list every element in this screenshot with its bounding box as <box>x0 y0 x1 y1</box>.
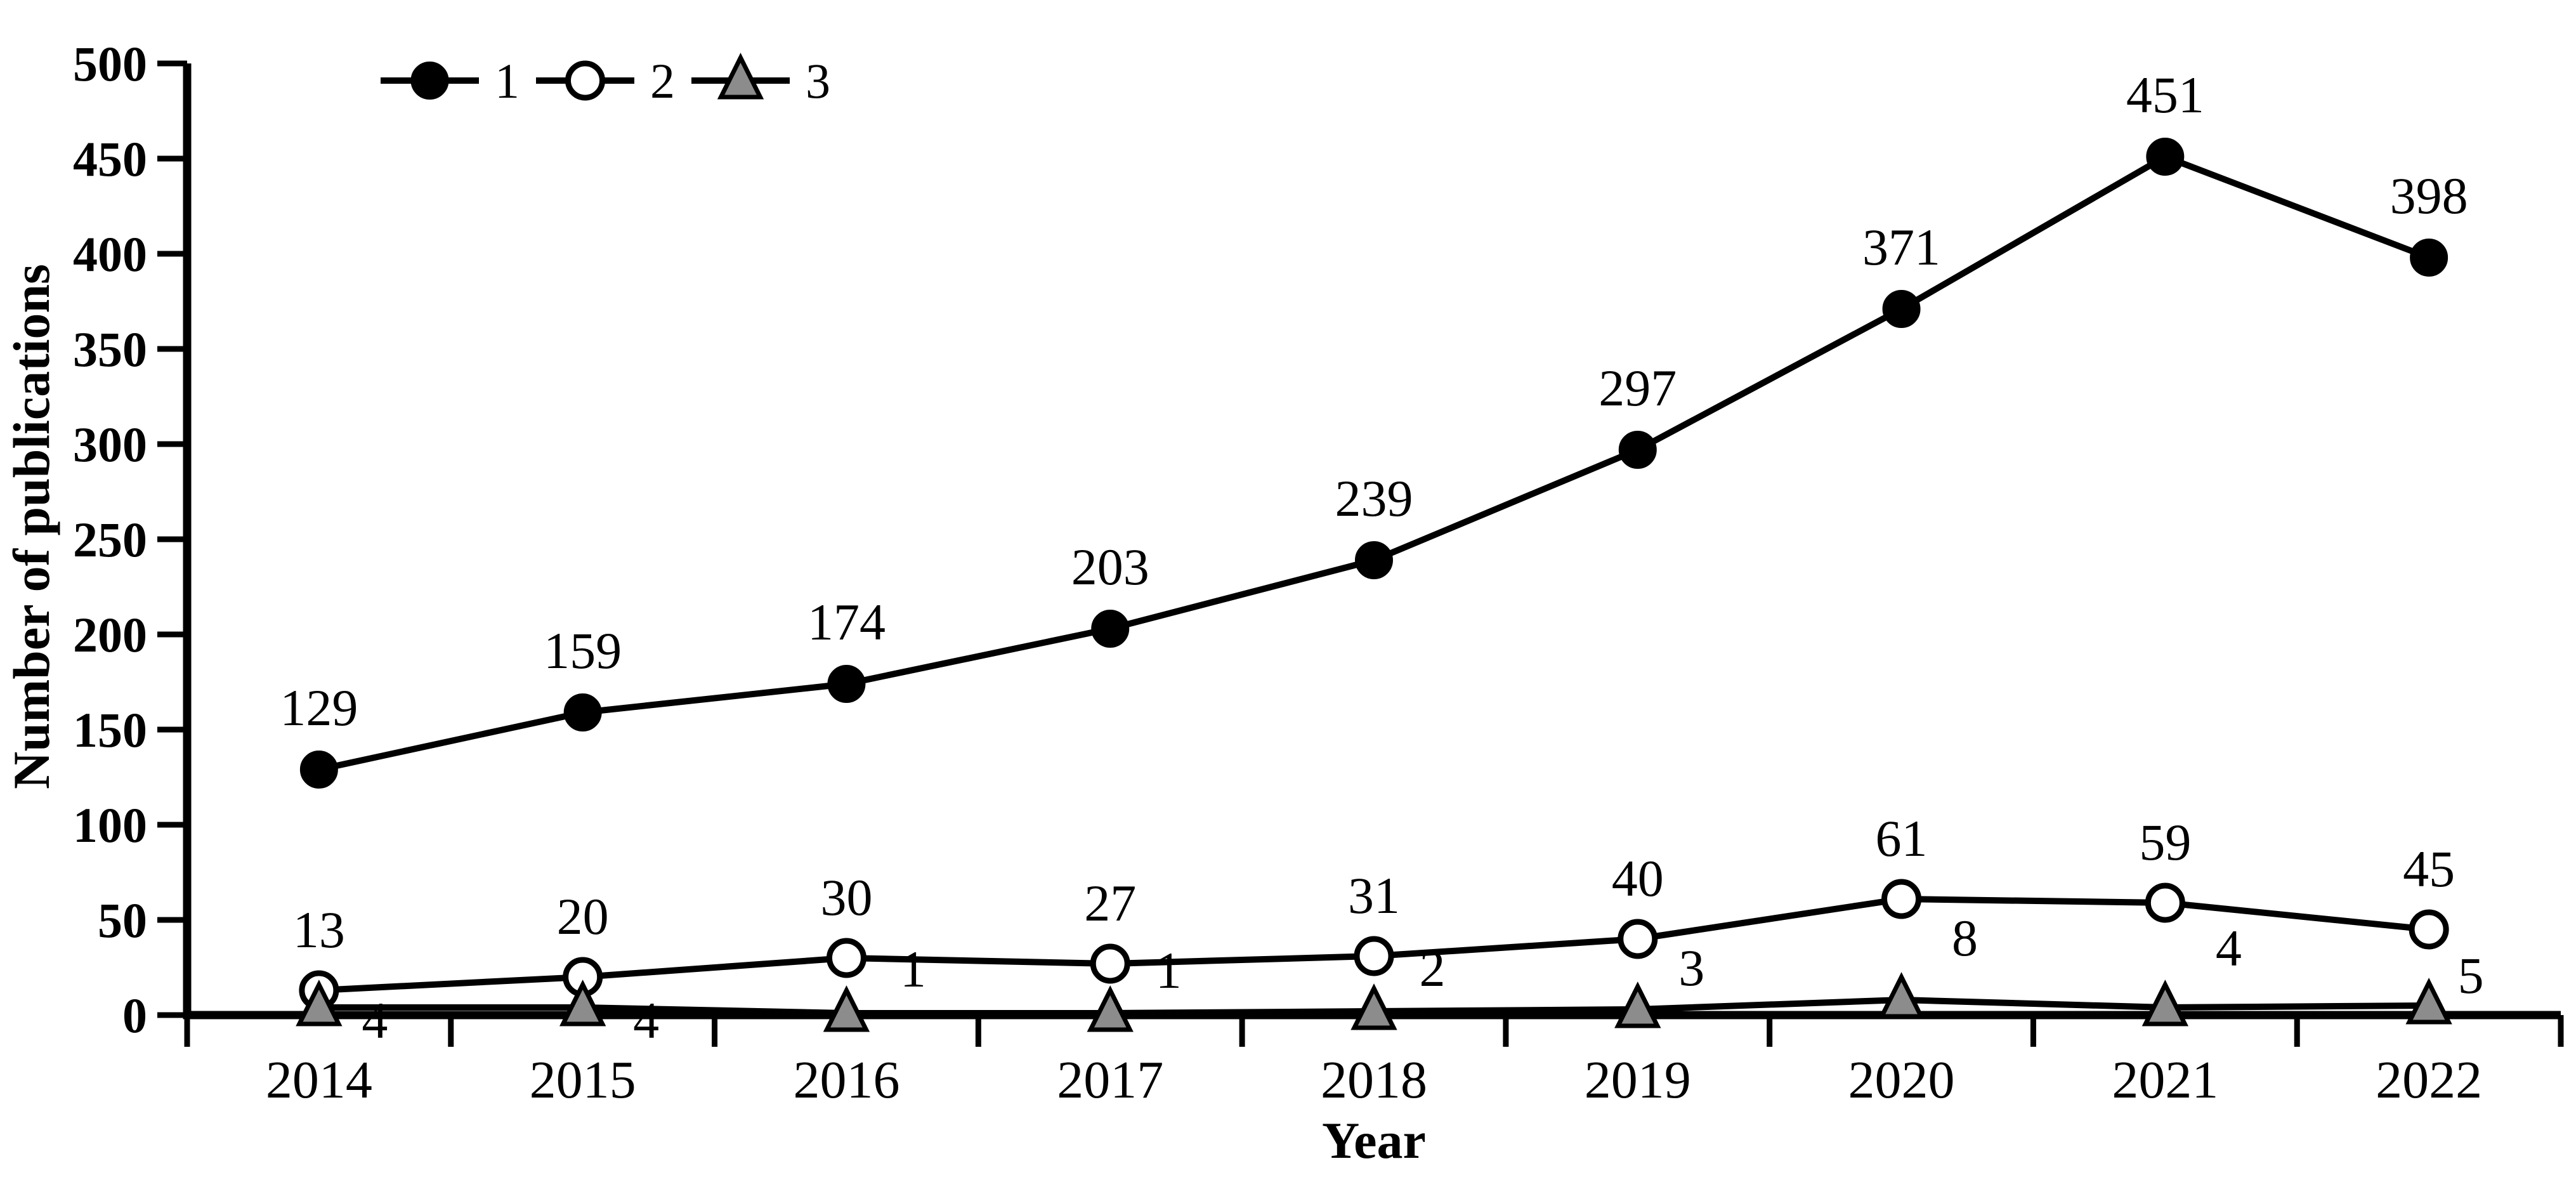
data-label-series-3-2021: 4 <box>2216 919 2242 977</box>
series-3-marker-2020 <box>1878 972 1925 1019</box>
data-label-series-3-2018: 2 <box>1420 940 1446 997</box>
y-tick-label-50: 50 <box>98 893 147 948</box>
series-2-marker-2019 <box>1618 919 1658 959</box>
data-label-series-3-2019: 3 <box>1678 939 1704 997</box>
series-1-marker-2017 <box>1091 610 1130 648</box>
series-3-marker-2017 <box>1087 985 1134 1032</box>
y-tick-label-450: 450 <box>73 131 147 187</box>
y-tick-label-300: 300 <box>73 417 147 472</box>
series-3-marker-2019 <box>1614 981 1661 1028</box>
y-tick-label-100: 100 <box>73 797 147 853</box>
data-label-series-2-2017: 27 <box>1084 874 1136 932</box>
legend-marker-2 <box>565 60 605 101</box>
series-3-marker-2015 <box>559 980 606 1026</box>
legend-marker-3 <box>717 53 764 100</box>
data-label-series-1-2019: 297 <box>1599 359 1677 417</box>
y-tick-label-250: 250 <box>73 512 147 567</box>
x-tick-label-2019: 2019 <box>1585 1051 1691 1110</box>
y-tick-label-200: 200 <box>73 607 147 662</box>
y-tick-label-400: 400 <box>73 226 147 282</box>
series-3-marker-2016 <box>823 985 870 1032</box>
y-tick-label-0: 0 <box>122 988 147 1043</box>
legend-item-3: 3 <box>691 53 830 108</box>
series-2-marker-2022 <box>2409 909 2449 950</box>
data-label-series-1-2020: 371 <box>1862 218 1940 276</box>
legend-label-3: 3 <box>806 53 830 108</box>
series-1-marker-2021 <box>2146 138 2185 176</box>
data-label-series-2-2018: 31 <box>1348 867 1400 924</box>
series-1-marker-2015 <box>563 693 602 731</box>
x-tick-label-2022: 2022 <box>2376 1051 2482 1110</box>
legend-label-1: 1 <box>495 53 520 108</box>
data-label-series-2-2022: 45 <box>2403 840 2455 898</box>
series-2-marker-2018 <box>1354 936 1394 976</box>
y-tick-label-150: 150 <box>73 702 147 757</box>
series-1-marker-2020 <box>1882 290 1921 328</box>
data-label-series-2-2021: 59 <box>2139 813 2191 871</box>
series-2-marker-2017 <box>1090 943 1130 984</box>
data-label-series-3-2016: 1 <box>900 940 926 998</box>
y-axis-title: Number of publications <box>3 264 60 789</box>
data-label-series-1-2014: 129 <box>280 679 358 737</box>
data-label-series-1-2021: 451 <box>2126 66 2204 124</box>
series-1-marker-2018 <box>1355 541 1393 579</box>
series-3-marker-2021 <box>2141 980 2188 1026</box>
data-label-series-3-2022: 5 <box>2458 947 2484 1004</box>
x-tick-label-2021: 2021 <box>2112 1051 2218 1110</box>
data-label-series-1-2015: 159 <box>544 622 622 679</box>
data-label-series-3-2014: 4 <box>362 992 388 1049</box>
legend-label-2: 2 <box>650 53 675 108</box>
data-label-series-3-2020: 8 <box>1952 909 1978 967</box>
x-tick-label-2017: 2017 <box>1057 1051 1163 1110</box>
data-label-series-2-2014: 13 <box>293 901 345 959</box>
x-tick-label-2016: 2016 <box>793 1051 899 1110</box>
x-axis-title: Year <box>1322 1112 1426 1169</box>
x-tick-label-2015: 2015 <box>530 1051 636 1110</box>
series-1-marker-2022 <box>2410 239 2449 277</box>
series-3-marker-2022 <box>2405 978 2452 1025</box>
data-label-series-2-2016: 30 <box>820 869 872 926</box>
y-tick-label-350: 350 <box>73 322 147 377</box>
data-label-series-3-2015: 4 <box>633 992 659 1049</box>
series-1: 129 159 174 203 239 297 371 451 398 <box>280 66 2468 789</box>
legend-marker-1 <box>410 62 449 100</box>
x-tick-label-2014: 2014 <box>266 1051 372 1110</box>
x-tick-label-2020: 2020 <box>1848 1051 1955 1110</box>
x-tick-label-2018: 2018 <box>1321 1051 1427 1110</box>
legend-item-2: 2 <box>536 53 675 108</box>
series-3: 4 4 1 1 2 3 8 4 5 <box>296 909 2484 1049</box>
y-tick-label-500: 500 <box>73 36 147 91</box>
legend: 1 2 3 <box>381 53 830 108</box>
series-1-marker-2016 <box>827 665 866 703</box>
series-3-marker-2018 <box>1350 983 1397 1030</box>
data-label-series-2-2020: 61 <box>1876 810 1928 867</box>
series-1-line <box>318 153 2430 773</box>
data-label-series-1-2022: 398 <box>2390 167 2468 225</box>
data-label-series-2-2019: 40 <box>1612 849 1664 907</box>
data-label-series-3-2017: 1 <box>1156 941 1182 999</box>
data-label-series-1-2018: 239 <box>1335 469 1413 527</box>
series-2-marker-2016 <box>826 938 866 978</box>
data-label-series-1-2016: 174 <box>807 593 886 651</box>
series-1-marker-2014 <box>299 751 338 789</box>
series-2-marker-2020 <box>1881 879 1922 919</box>
data-label-series-1-2017: 203 <box>1071 538 1149 596</box>
series-1-marker-2019 <box>1618 431 1657 469</box>
series-2-marker-2021 <box>2145 882 2185 923</box>
data-label-series-2-2015: 20 <box>557 888 609 945</box>
legend-item-1: 1 <box>381 53 520 108</box>
series-3-marker-2014 <box>296 980 343 1026</box>
